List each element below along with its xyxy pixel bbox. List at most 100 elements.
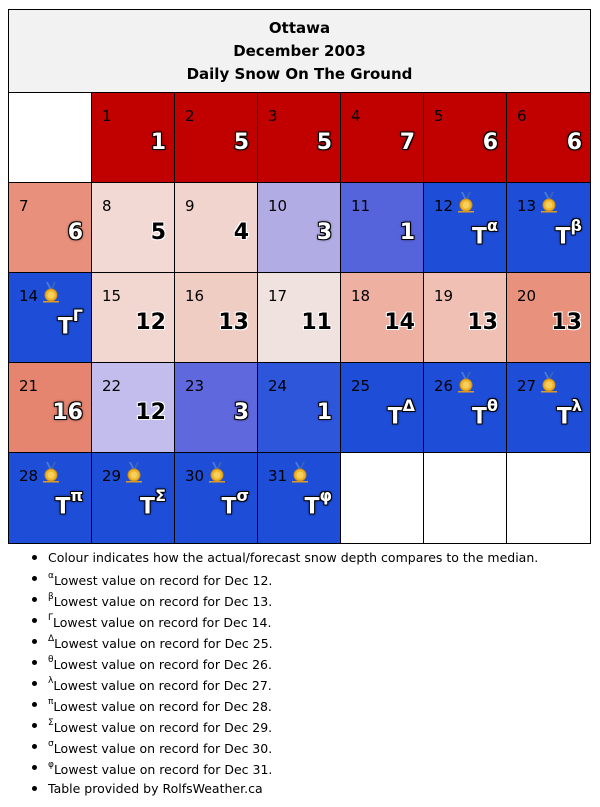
empty-cell [507,453,590,543]
snow-depth-text: T [555,224,571,250]
footnote-item: λLowest value on record for Dec 27. [31,673,538,694]
snow-depth-value: TΣ [140,486,166,520]
day-number: 23 [185,377,205,395]
footnote-marker: β [48,592,54,602]
footnote-text: Lowest value on record for Dec 28. [53,699,272,715]
day-number: 2 [185,107,195,125]
snow-depth-text: T [55,494,71,520]
snow-depth-text: T [387,404,403,430]
day-number: 20 [517,287,537,305]
snow-depth-value: Tλ [556,396,582,430]
day-number: 1 [102,107,112,125]
snow-depth-value: 5 [151,220,166,245]
snow-depth-value: 6 [483,130,498,155]
medal-icon [292,462,308,483]
calendar-header: Ottawa December 2003 Daily Snow On The G… [9,10,590,93]
footnote-marker: Δ [48,634,55,644]
snow-depth-value: 6 [68,220,83,245]
day-number: 28 [19,467,39,485]
day-number: 22 [102,377,122,395]
footnote-marker: π [48,697,54,707]
snow-depth-value: 5 [234,130,249,155]
snow-depth-text: 14 [384,310,415,335]
day-cell-15: 15 12 [92,273,175,363]
day-cell-14: 14 TΓ [9,273,92,363]
snow-depth-text: 13 [467,310,498,335]
day-cell-19: 19 13 [424,273,507,363]
medal-icon [541,192,557,213]
footnote-marker: σ [236,486,249,505]
snow-depth-value: 5 [317,130,332,155]
footnote-item: ΔLowest value on record for Dec 25. [31,631,538,652]
snow-depth-text: 1 [399,220,415,245]
footnote-text: Lowest value on record for Dec 27. [53,678,272,694]
day-cell-11: 11 1 [341,183,424,273]
snow-depth-value: Tα [472,216,498,249]
day-cell-28: 28 Tπ [9,453,92,543]
empty-cell [341,453,424,543]
snow-calendar: Ottawa December 2003 Daily Snow On The G… [8,9,591,544]
footnote-item: φLowest value on record for Dec 31. [31,757,538,778]
footnote-marker: α [487,216,498,235]
day-cell-27: 27 Tλ [507,363,590,453]
footnote-text: Lowest value on record for Dec 13. [53,594,273,610]
snow-depth-text: 4 [233,220,249,245]
footnote-item: ΓLowest value on record for Dec 14. [31,610,538,631]
day-number: 19 [434,287,454,305]
day-cell-16: 16 13 [175,273,258,363]
footnote-text: Table provided by RolfsWeather.ca [48,781,263,796]
day-number: 8 [102,197,112,215]
footnote-text: Colour indicates how the actual/forecast… [48,550,539,565]
footnote-marker: Σ [155,486,166,505]
footnote-item: πLowest value on record for Dec 28. [31,694,538,715]
snow-depth-text: T [140,494,156,520]
snow-depth-value: Tβ [555,216,582,250]
snow-depth-text: T [556,404,572,430]
medal-icon [126,462,142,483]
day-number: 17 [268,287,288,305]
snow-depth-value: 1 [151,130,166,155]
day-cell-24: 24 1 [258,363,341,453]
snow-depth-value: 1 [317,400,332,425]
calendar-subtitle: Daily Snow On The Ground [186,64,413,83]
calendar-grid: 1 1 2 5 3 5 4 7 5 6 6 6 7 6 8 5 9 4 10 3 11 1 12 Tα 13 Tβ 14 TΓ 15 12… [9,93,590,543]
footnote-marker: Δ [402,396,415,415]
snow-depth-value: 3 [317,220,332,245]
footnote-item: βLowest value on record for Dec 13. [31,589,538,610]
day-cell-18: 18 14 [341,273,424,363]
footnote-item: Colour indicates how the actual/forecast… [31,547,539,568]
snow-depth-value: 13 [551,310,582,335]
day-number: 14 [19,287,39,305]
medal-icon [43,462,59,483]
footnote-text: Lowest value on record for Dec 29. [53,720,273,736]
footnote-text: Lowest value on record for Dec 12. [53,573,273,589]
footnote-marker: θ [48,655,54,665]
day-cell-13: 13 Tβ [507,183,590,273]
day-cell-21: 21 16 [9,363,92,453]
day-number: 24 [268,377,288,395]
snow-depth-text: 13 [218,310,249,335]
snow-depth-text: T [304,494,320,520]
day-number: 11 [351,197,371,215]
day-cell-22: 22 12 [92,363,175,453]
day-number: 29 [102,467,122,485]
footnote-marker: λ [48,676,54,686]
snow-depth-text: 6 [566,130,582,155]
snow-depth-value: 6 [567,130,582,155]
footnote-item: αLowest value on record for Dec 12. [31,568,538,589]
snow-depth-text: T [57,314,73,340]
snow-depth-value: 14 [384,310,415,335]
snow-depth-value: 3 [234,400,249,425]
empty-cell [424,453,507,543]
snow-depth-text: 13 [551,310,582,335]
medal-icon [43,282,59,303]
medal-icon [458,192,474,213]
city-title: Ottawa [268,18,331,37]
day-number: 6 [517,107,527,125]
snow-depth-value: Tπ [55,486,83,520]
